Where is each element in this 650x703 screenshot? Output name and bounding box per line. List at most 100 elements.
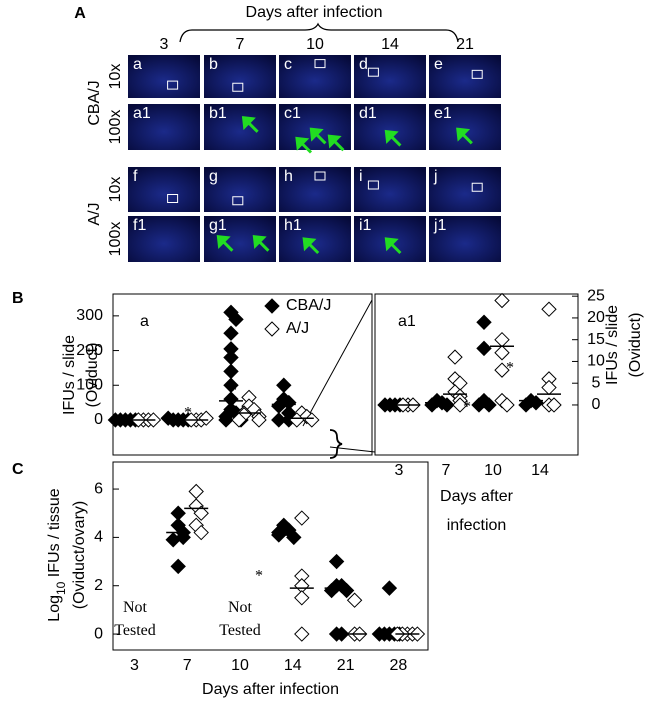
tile-label: e1 [434,105,452,122]
annotation-line: Not [228,599,253,616]
annotation-line: Not [123,599,148,616]
inset-box [232,82,244,92]
micrograph [429,167,501,212]
micrograph [429,55,501,98]
data-point [228,311,244,328]
data-point [188,483,204,500]
micrograph [128,55,200,98]
arrow [241,116,259,133]
data-point [165,532,181,548]
data-point [294,626,310,642]
tile-label: a1 [133,105,151,122]
plot-frame [112,461,429,651]
tile-label: h1 [284,217,302,234]
inset-box [232,196,244,206]
tile-label: f1 [133,217,146,234]
tile-label: c1 [284,105,301,122]
panel-label: A [74,5,86,22]
y-tick-label: 4 [94,529,103,546]
day-label: 10 [306,36,324,53]
legend-label: A/J [286,320,309,337]
inset-box [167,194,179,203]
data-point [546,397,562,413]
legend-marker [264,298,280,314]
micrograph [429,104,501,150]
inset-box [314,171,326,181]
data-point [276,377,292,393]
micrograph [354,104,426,150]
day-label: 14 [381,36,399,53]
brace [179,22,459,43]
day-label: 7 [236,36,245,53]
y-axis-label-part: IFUs / tissue [46,488,63,581]
annotation: * [229,383,237,400]
annotation: Not Tested [114,599,156,639]
x-axis-label: Days after infection [202,681,339,698]
data-point [499,397,515,413]
tile-label: i1 [359,217,372,234]
magnification-label: 10x [107,177,124,203]
arrow [384,237,402,255]
data-point [381,580,398,596]
data-point [170,558,186,575]
y-tick-label: 25 [587,287,605,304]
inset-box [367,180,379,190]
y-tick-label: 0 [94,411,103,428]
tile-label: b1 [209,105,227,122]
data-point [271,412,287,428]
panel-a-header: Days after infection [246,4,383,21]
magnification-label: 100x [107,110,124,145]
y-axis-label-part: Log [46,595,63,622]
tile-label: d1 [359,105,377,122]
data-point [494,345,510,361]
micrograph [429,216,501,262]
subpanel-label: a1 [398,313,416,330]
x-tick-label: 7 [442,462,451,479]
tile-label: g [209,168,218,185]
magnification-label: 10x [107,64,124,90]
data-point [160,410,176,426]
y-tick-label: 10 [587,353,605,370]
data-point [294,590,310,606]
y-tick-label: 100 [76,376,103,393]
data-point [476,314,492,330]
y-axis-label: IFUs / slide [61,335,78,415]
micrograph [279,104,351,150]
y-tick-label: 2 [94,577,103,594]
tile-label: c [284,56,292,73]
annotation-line: Tested [219,622,261,639]
y-tick-label: 15 [587,331,605,348]
strain-label: CBA/J [86,80,103,125]
micrograph [354,167,426,212]
data-point [198,410,214,426]
y-axis-label: (Oviduct) [84,343,101,408]
tile-label: h [284,168,293,185]
y-tick-label: 6 [94,480,103,497]
data-point [328,553,345,570]
arrow [384,129,402,147]
arrow [309,127,327,145]
arrow [302,237,320,255]
inset-box [471,182,483,192]
micrograph [128,216,200,262]
annotation: * [463,399,471,416]
y-tick-label: 300 [76,307,103,324]
data-point [471,397,487,413]
data-point [223,325,239,341]
day-label: 21 [456,36,474,53]
data-point [541,379,557,396]
x-tick-label: 21 [337,657,355,674]
data-point [218,412,234,428]
arrow [327,134,345,152]
x-tick-label: 7 [183,657,192,674]
subpanel-label: a [140,313,149,330]
tile-label: g1 [209,217,227,234]
data-point [223,349,239,366]
y-tick-label: 0 [592,396,601,413]
micrograph [354,55,426,98]
data-point [251,412,267,428]
data-point [294,510,310,526]
data-point [494,292,510,309]
data-point [494,362,510,378]
